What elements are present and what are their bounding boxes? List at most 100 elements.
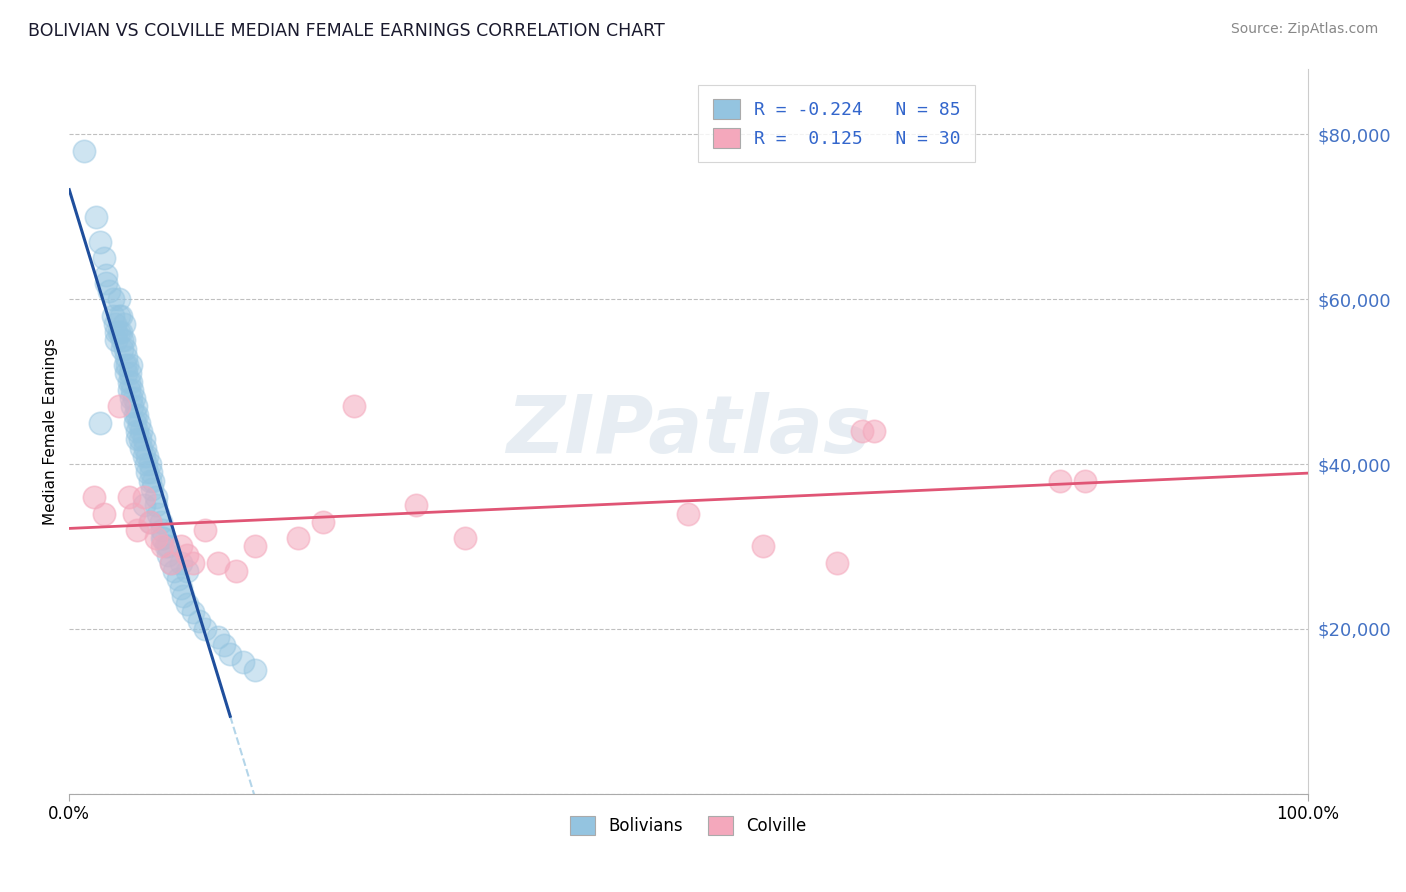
Text: BOLIVIAN VS COLVILLE MEDIAN FEMALE EARNINGS CORRELATION CHART: BOLIVIAN VS COLVILLE MEDIAN FEMALE EARNI… bbox=[28, 22, 665, 40]
Point bbox=[1049, 474, 1071, 488]
Point bbox=[105, 325, 128, 339]
Point bbox=[93, 251, 115, 265]
Point bbox=[101, 309, 124, 323]
Point bbox=[181, 556, 204, 570]
Point bbox=[111, 342, 134, 356]
Point bbox=[157, 540, 180, 554]
Point bbox=[129, 441, 152, 455]
Point bbox=[194, 523, 217, 537]
Point bbox=[343, 400, 366, 414]
Point bbox=[115, 350, 138, 364]
Point bbox=[148, 507, 170, 521]
Point bbox=[159, 556, 181, 570]
Point bbox=[115, 367, 138, 381]
Point bbox=[120, 375, 142, 389]
Point bbox=[138, 515, 160, 529]
Point bbox=[73, 144, 96, 158]
Point bbox=[107, 309, 129, 323]
Point bbox=[163, 564, 186, 578]
Point bbox=[96, 276, 118, 290]
Point bbox=[120, 391, 142, 405]
Point bbox=[136, 465, 159, 479]
Point bbox=[83, 490, 105, 504]
Point bbox=[207, 630, 229, 644]
Text: Source: ZipAtlas.com: Source: ZipAtlas.com bbox=[1230, 22, 1378, 37]
Point bbox=[141, 482, 163, 496]
Point bbox=[138, 515, 160, 529]
Point bbox=[114, 358, 136, 372]
Point bbox=[194, 622, 217, 636]
Point bbox=[134, 441, 156, 455]
Point bbox=[89, 416, 111, 430]
Point bbox=[97, 284, 120, 298]
Point bbox=[132, 490, 155, 504]
Point bbox=[145, 498, 167, 512]
Point bbox=[157, 548, 180, 562]
Point bbox=[287, 531, 309, 545]
Point bbox=[132, 498, 155, 512]
Point bbox=[167, 573, 190, 587]
Point bbox=[405, 498, 427, 512]
Point bbox=[127, 424, 149, 438]
Point bbox=[751, 540, 773, 554]
Point bbox=[120, 358, 142, 372]
Point bbox=[170, 556, 193, 570]
Point bbox=[86, 210, 108, 224]
Point bbox=[145, 490, 167, 504]
Point bbox=[107, 292, 129, 306]
Point bbox=[132, 449, 155, 463]
Point bbox=[176, 548, 198, 562]
Y-axis label: Median Female Earnings: Median Female Earnings bbox=[44, 337, 58, 524]
Point bbox=[117, 358, 139, 372]
Point bbox=[127, 408, 149, 422]
Point bbox=[136, 449, 159, 463]
Point bbox=[124, 416, 146, 430]
Point bbox=[150, 531, 173, 545]
Point bbox=[219, 647, 242, 661]
Point bbox=[152, 531, 174, 545]
Point bbox=[111, 334, 134, 348]
Point bbox=[118, 383, 141, 397]
Point bbox=[122, 507, 145, 521]
Point bbox=[139, 465, 162, 479]
Point bbox=[243, 663, 266, 677]
Point bbox=[176, 564, 198, 578]
Point bbox=[149, 515, 172, 529]
Point bbox=[110, 325, 132, 339]
Point bbox=[128, 433, 150, 447]
Point bbox=[122, 391, 145, 405]
Point bbox=[243, 540, 266, 554]
Point bbox=[159, 556, 181, 570]
Point bbox=[132, 433, 155, 447]
Point bbox=[121, 400, 143, 414]
Point bbox=[110, 309, 132, 323]
Point bbox=[118, 490, 141, 504]
Point bbox=[181, 606, 204, 620]
Point bbox=[121, 383, 143, 397]
Point bbox=[128, 416, 150, 430]
Point bbox=[138, 474, 160, 488]
Point bbox=[851, 424, 873, 438]
Point bbox=[225, 564, 247, 578]
Point bbox=[145, 531, 167, 545]
Point bbox=[863, 424, 886, 438]
Point bbox=[170, 581, 193, 595]
Point bbox=[1073, 474, 1095, 488]
Point bbox=[114, 342, 136, 356]
Point bbox=[118, 375, 141, 389]
Point bbox=[118, 367, 141, 381]
Point bbox=[176, 597, 198, 611]
Point bbox=[93, 507, 115, 521]
Point bbox=[188, 614, 211, 628]
Point bbox=[312, 515, 335, 529]
Point bbox=[170, 540, 193, 554]
Point bbox=[825, 556, 848, 570]
Point bbox=[207, 556, 229, 570]
Point bbox=[678, 507, 700, 521]
Point bbox=[135, 457, 157, 471]
Point bbox=[107, 400, 129, 414]
Point bbox=[96, 268, 118, 282]
Point bbox=[89, 235, 111, 249]
Point bbox=[125, 400, 148, 414]
Point bbox=[172, 589, 194, 603]
